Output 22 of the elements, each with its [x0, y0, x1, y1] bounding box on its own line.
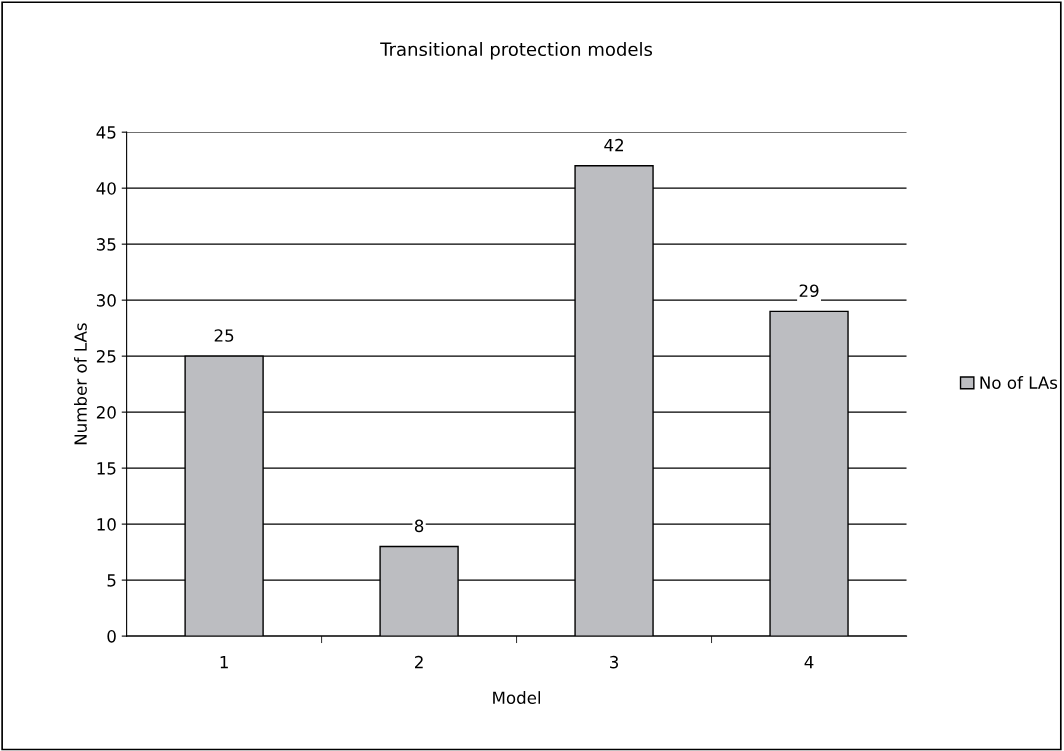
y-tick-label: 10 — [97, 518, 116, 531]
data-label: 42 — [604, 138, 623, 152]
y-tick-label: 5 — [107, 574, 116, 587]
x-tick-label: 3 — [610, 655, 619, 669]
data-label: 25 — [214, 329, 234, 342]
y-tick-label: 40 — [96, 182, 116, 195]
y-tick-label: 35 — [96, 238, 116, 251]
y-tick-label: 0 — [107, 630, 116, 643]
y-tick-label: 25 — [96, 350, 116, 363]
x-tick-label: 1 — [220, 656, 228, 669]
y-tick-label: 45 — [96, 126, 116, 139]
data-label: 29 — [799, 284, 819, 298]
x-axis-title: Model — [493, 691, 541, 705]
y-tick-label: 15 — [97, 462, 116, 475]
y-tick-label: 20 — [96, 406, 116, 419]
x-tick-label: 4 — [804, 656, 814, 669]
data-label: 8 — [414, 519, 424, 533]
x-tick-label: 2 — [415, 655, 423, 669]
y-tick-label: 30 — [96, 294, 116, 307]
legend-label: No of LAs — [980, 376, 1058, 389]
y-axis-title: Number of LAs — [74, 323, 87, 445]
chart-title: Transitional protection models — [380, 42, 653, 60]
